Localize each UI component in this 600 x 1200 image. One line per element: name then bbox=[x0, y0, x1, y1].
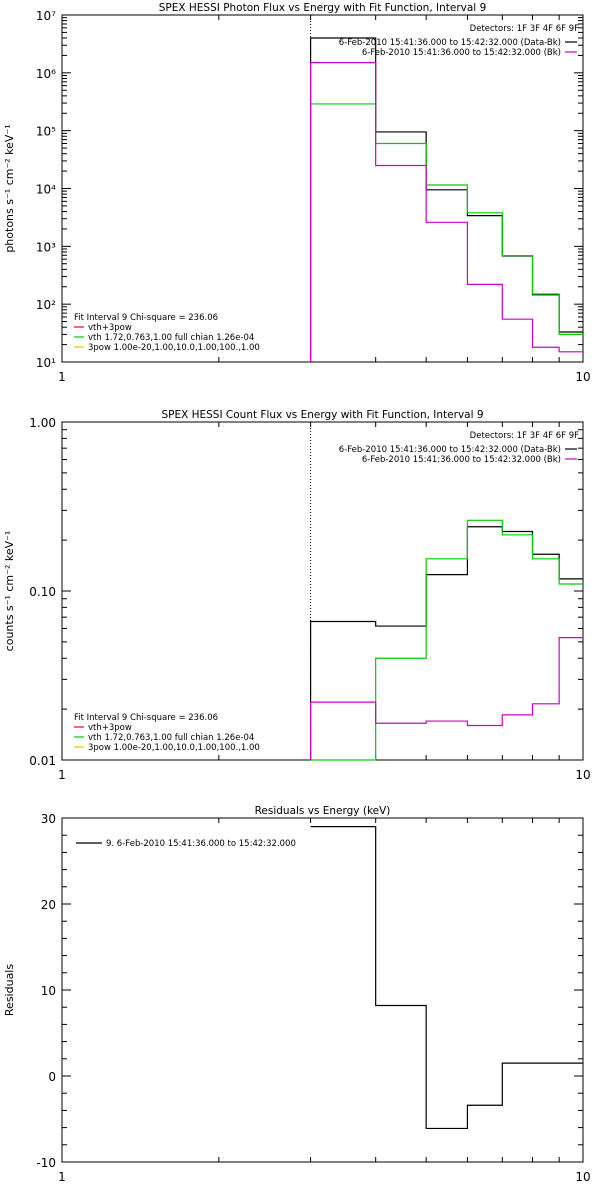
chart-title: Residuals vs Energy (keV) bbox=[255, 805, 391, 817]
legend-entry-label: 3pow 1.00e-20,1.00,10.0,1.00,100.,1.00 bbox=[88, 743, 260, 753]
x-tick-label: 10 bbox=[575, 370, 590, 384]
chart-panel-1: SPEX HESSI Photon Flux vs Energy with Fi… bbox=[3, 2, 591, 384]
legend-top-left: 9. 6-Feb-2010 15:41:36.000 to 15:42:32.0… bbox=[76, 839, 296, 849]
legend-detectors: Detectors: 1F 3F 4F 6F 9F bbox=[470, 24, 579, 34]
legend-top-right: Detectors: 1F 3F 4F 6F 9F 6-Feb-2010 15:4… bbox=[339, 431, 579, 465]
legend-entry-label: vth+3pow bbox=[88, 323, 132, 333]
x-tick-label: 10 bbox=[575, 1170, 590, 1184]
y-axis-label: photons s⁻¹ cm⁻² keV⁻¹ bbox=[3, 124, 16, 252]
y-tick-label: 20 bbox=[41, 898, 56, 912]
y-axis-label: Residuals bbox=[3, 964, 16, 1016]
legend-fit-header: Fit Interval 9 Chi-square = 236.06 bbox=[74, 313, 218, 323]
legend-entry-label: vth 1.72,0.763,1.00 full chian 1.26e-04 bbox=[88, 733, 254, 743]
legend-entry-label: 6-Feb-2010 15:41:36.000 to 15:42:32.000 … bbox=[362, 48, 561, 58]
x-tick-label: 1 bbox=[58, 768, 66, 782]
legend-fit-header: Fit Interval 9 Chi-square = 236.06 bbox=[74, 713, 218, 723]
legend-top-right: Detectors: 1F 3F 4F 6F 9F 6-Feb-2010 15:4… bbox=[339, 24, 579, 58]
chart-panel-2: SPEX HESSI Count Flux vs Energy with Fit… bbox=[3, 409, 591, 782]
legend-entry-label: 6-Feb-2010 15:41:36.000 to 15:42:32.000 … bbox=[339, 38, 561, 48]
legend-entry-label: 3pow 1.00e-20,1.00,10.0,1.00,100.,1.00 bbox=[88, 343, 260, 353]
plot-frame bbox=[61, 817, 584, 1163]
series-line-3 bbox=[309, 62, 583, 362]
y-tick-label: -10 bbox=[36, 1156, 56, 1170]
y-tick-label: 10 bbox=[41, 984, 56, 998]
series-line-1 bbox=[309, 37, 583, 362]
y-tick-label: 0.10 bbox=[29, 585, 56, 599]
y-tick-label: 10⁶ bbox=[36, 67, 56, 81]
legend-entry-label: vth 1.72,0.763,1.00 full chian 1.26e-04 bbox=[88, 333, 254, 343]
y-tick-label: 0 bbox=[48, 1070, 56, 1084]
legend-entry-label: 6-Feb-2010 15:41:36.000 to 15:42:32.000 … bbox=[362, 455, 561, 465]
plot-frame bbox=[61, 421, 584, 761]
legend-bottom-left: Fit Interval 9 Chi-square = 236.06vth+3p… bbox=[74, 313, 260, 353]
series-line-1 bbox=[309, 526, 583, 760]
y-tick-label: 30 bbox=[41, 812, 56, 826]
chart-panel-3: Residuals vs Energy (keV) Residuals 1 10 -10… bbox=[3, 805, 591, 1184]
series-line-3 bbox=[309, 636, 583, 760]
y-tick-label: 10⁷ bbox=[36, 9, 56, 23]
series-line-2 bbox=[310, 519, 583, 761]
legend-entry-label: 6-Feb-2010 15:41:36.000 to 15:42:32.000 … bbox=[339, 445, 561, 455]
chart-title: SPEX HESSI Photon Flux vs Energy with Fi… bbox=[159, 2, 487, 14]
legend-detectors: Detectors: 1F 3F 4F 6F 9F bbox=[470, 431, 579, 441]
chart-title: SPEX HESSI Count Flux vs Energy with Fit… bbox=[161, 409, 483, 421]
y-axis-label: counts s⁻¹ cm⁻² keV⁻¹ bbox=[3, 531, 16, 652]
legend-bottom-left: Fit Interval 9 Chi-square = 236.06vth+3p… bbox=[74, 713, 260, 753]
y-tick-label: 10⁴ bbox=[36, 183, 56, 197]
legend-entry-label: vth+3pow bbox=[88, 723, 132, 733]
series-line-2 bbox=[309, 103, 583, 362]
y-tick-label: 10⁵ bbox=[36, 125, 56, 139]
x-tick-label: 1 bbox=[58, 370, 66, 384]
x-tick-label: 10 bbox=[575, 768, 590, 782]
y-tick-label: 10³ bbox=[36, 240, 56, 254]
y-tick-label: 10¹ bbox=[36, 356, 56, 370]
y-tick-label: 10² bbox=[36, 298, 56, 312]
series-line-1 bbox=[310, 825, 583, 1130]
y-tick-label: 0.01 bbox=[29, 754, 56, 768]
x-tick-label: 1 bbox=[58, 1170, 66, 1184]
y-tick-label: 1.00 bbox=[29, 416, 56, 430]
plot-frame bbox=[61, 14, 584, 363]
legend-entry-label: 9. 6-Feb-2010 15:41:36.000 to 15:42:32.0… bbox=[106, 839, 296, 849]
